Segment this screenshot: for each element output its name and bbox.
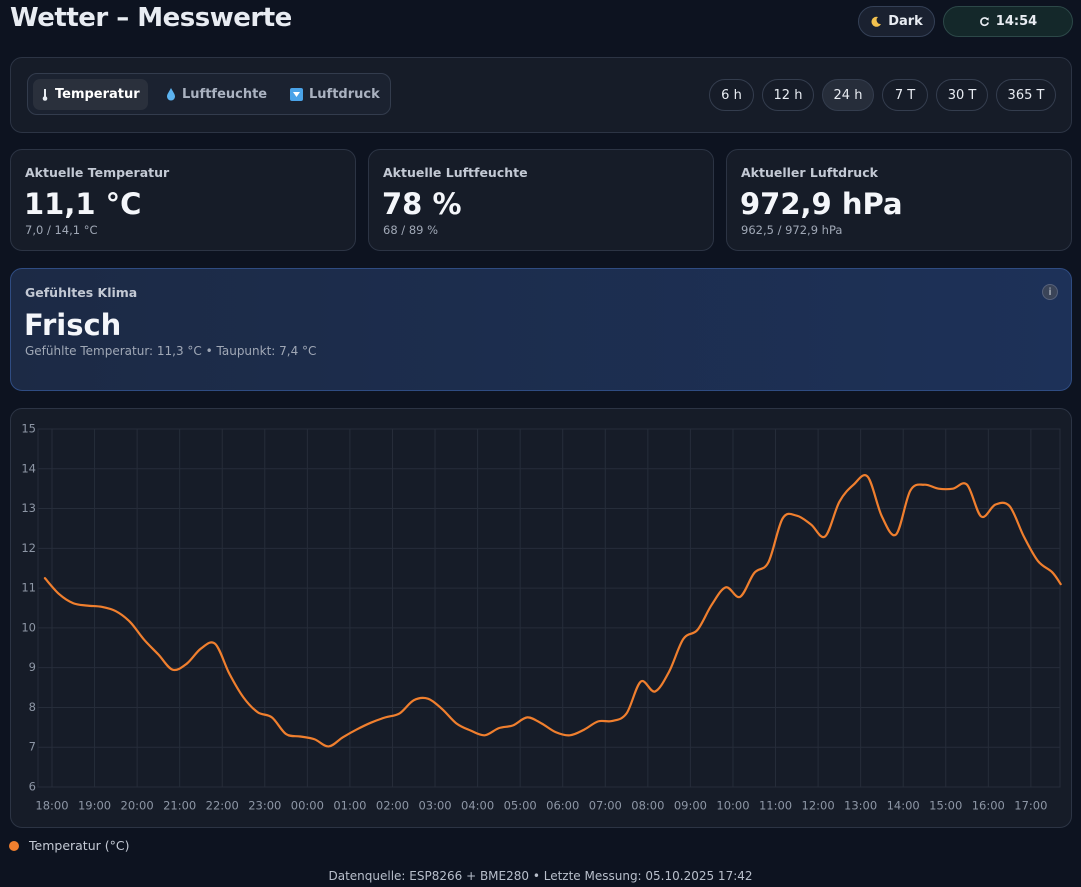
x-tick-label: 07:00	[589, 799, 622, 813]
plot-border	[37, 428, 1061, 788]
x-tick-label: 08:00	[631, 799, 664, 813]
x-tick-label: 16:00	[972, 799, 1005, 813]
card-value: 78 %	[382, 187, 462, 221]
card-temperature: Aktuelle Temperatur 11,1 °C 7,0 / 14,1 °…	[10, 149, 356, 251]
card-pressure: Aktueller Luftdruck 972,9 hPa 962,5 / 97…	[726, 149, 1072, 251]
card-range: 68 / 89 %	[383, 223, 439, 237]
tab-humidity[interactable]: Luftfeuchte	[158, 79, 275, 110]
x-tick-label: 09:00	[674, 799, 707, 813]
tab-pressure[interactable]: Luftdruck	[282, 79, 388, 110]
y-tick-label: 12	[21, 541, 36, 555]
x-tick-label: 05:00	[504, 799, 537, 813]
drop-icon	[167, 88, 175, 101]
card-range: 962,5 / 972,9 hPa	[741, 223, 843, 237]
x-tick-label: 14:00	[887, 799, 920, 813]
range-button[interactable]: 6 h	[709, 79, 754, 111]
data-line	[43, 474, 1062, 748]
x-tick-label: 12:00	[802, 799, 835, 813]
down-icon	[290, 88, 303, 101]
thermo-icon	[42, 88, 48, 101]
card-range: 7,0 / 14,1 °C	[25, 223, 98, 237]
climate-details: Gefühlte Temperatur: 11,3 °C • Taupunkt:…	[25, 344, 317, 358]
x-tick-label: 06:00	[546, 799, 579, 813]
range-button[interactable]: 12 h	[762, 79, 814, 111]
x-tick-label: 23:00	[248, 799, 281, 813]
tab-label: Temperatur	[55, 87, 140, 102]
x-tick-label: 17:00	[1014, 799, 1047, 813]
range-button[interactable]: 7 T	[882, 79, 928, 111]
y-tick-label: 14	[21, 461, 36, 475]
card-value: 11,1 °C	[24, 187, 142, 221]
theme-label: Dark	[888, 14, 923, 29]
x-tick-label: 22:00	[206, 799, 239, 813]
card-value: 972,9 hPa	[740, 187, 903, 221]
refresh-button[interactable]: 14:54	[943, 6, 1073, 37]
card-label: Aktuelle Luftfeuchte	[383, 165, 528, 180]
climate-label: Gefühltes Klima	[25, 285, 138, 300]
moon-icon	[871, 16, 882, 27]
x-tick-label: 11:00	[759, 799, 792, 813]
card-humidity: Aktuelle Luftfeuchte 78 % 68 / 89 %	[368, 149, 714, 251]
x-tick-label: 21:00	[163, 799, 196, 813]
x-tick-label: 03:00	[418, 799, 451, 813]
y-tick-label: 10	[21, 620, 36, 634]
tab-label: Luftfeuchte	[182, 87, 268, 102]
y-tick-label: 11	[21, 581, 36, 595]
x-tick-label: 00:00	[291, 799, 324, 813]
x-tick-label: 02:00	[376, 799, 409, 813]
refresh-time: 14:54	[995, 14, 1038, 29]
x-tick-label: 20:00	[121, 799, 154, 813]
y-tick-label: 8	[29, 700, 36, 714]
y-tick-label: 7	[29, 740, 36, 754]
chart-panel	[10, 408, 1072, 828]
y-tick-label: 6	[29, 780, 36, 794]
footer: Datenquelle: ESP8266 + BME280 • Letzte M…	[328, 869, 753, 883]
theme-button[interactable]: Dark	[858, 6, 935, 37]
page-title: Wetter – Messwerte	[10, 3, 292, 33]
y-tick-label: 9	[29, 660, 36, 674]
info-button[interactable]: i	[1042, 284, 1058, 300]
tab-label: Luftdruck	[309, 87, 380, 102]
y-tick-label: 15	[21, 422, 36, 436]
card-label: Aktueller Luftdruck	[741, 165, 878, 180]
x-tick-label: 15:00	[929, 799, 962, 813]
legend-swatch	[9, 841, 19, 851]
x-tick-label: 19:00	[78, 799, 111, 813]
tab-temperature[interactable]: Temperatur	[33, 79, 148, 110]
refresh-icon	[979, 17, 989, 27]
legend-label[interactable]: Temperatur (°C)	[29, 838, 130, 853]
climate-value: Frisch	[24, 308, 122, 342]
climate-card: Gefühltes Klima Frisch Gefühlte Temperat…	[10, 268, 1072, 391]
range-button[interactable]: 24 h	[822, 79, 874, 111]
card-label: Aktuelle Temperatur	[25, 165, 170, 180]
x-tick-label: 01:00	[333, 799, 366, 813]
x-tick-label: 04:00	[461, 799, 494, 813]
range-button[interactable]: 365 T	[996, 79, 1056, 111]
x-tick-label: 18:00	[35, 799, 68, 813]
x-tick-label: 13:00	[844, 799, 877, 813]
y-tick-label: 13	[21, 501, 36, 515]
x-tick-label: 10:00	[716, 799, 749, 813]
range-button[interactable]: 30 T	[936, 79, 988, 111]
metric-tabs: Temperatur Luftfeuchte Luftdruck	[27, 73, 391, 115]
